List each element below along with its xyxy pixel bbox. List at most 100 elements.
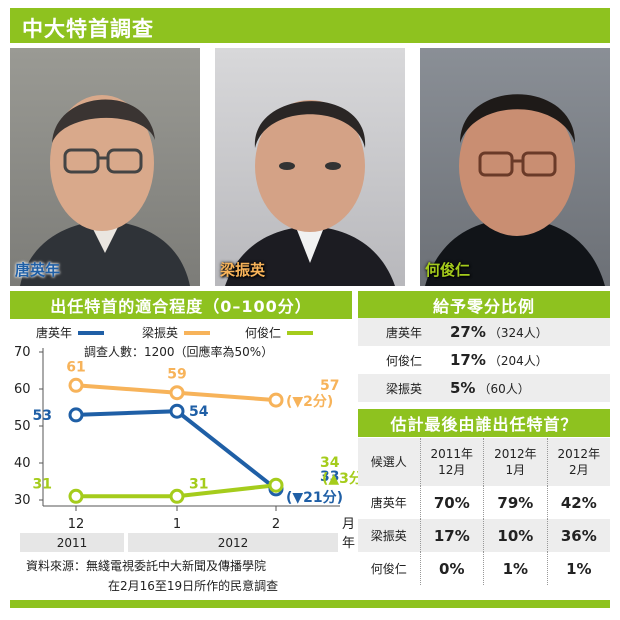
- legend-swatch-ho: [287, 330, 314, 335]
- y-tick-label: 70: [14, 345, 31, 360]
- data-point: [268, 392, 284, 408]
- year-band-2011: [20, 533, 124, 552]
- data-label: 34: [320, 455, 340, 471]
- series-line: [75, 409, 278, 491]
- data-point: [169, 488, 185, 504]
- page-title: 中大特首調查: [22, 17, 154, 41]
- data-point: [268, 477, 284, 493]
- estimate-table: 候選人 2011年 12月 2012年 1月 2012年 2月 唐英年 70% 79%…: [358, 438, 610, 585]
- y-tick-label: 50: [14, 419, 31, 434]
- year-label: 2011: [57, 536, 88, 550]
- data-label: 54: [189, 404, 209, 420]
- zero-row: 唐英年 27% （324人）: [358, 318, 610, 346]
- zero-row-name: 梁振英: [385, 381, 422, 396]
- data-label: 33: [320, 469, 339, 485]
- y-tick-label: 40: [14, 456, 31, 471]
- estimate-cell: 1%: [483, 552, 548, 585]
- zero-score-table: 唐英年 27% （324人） 何俊仁 17% （204人） 梁振英 5% （60…: [358, 318, 610, 402]
- legend-label-tang: 唐英年: [36, 326, 73, 340]
- year-axis-unit: 年: [342, 536, 355, 551]
- x-tick-label: 2: [272, 517, 280, 532]
- photo-ho: 何俊仁: [420, 48, 610, 286]
- source-line-2: 在2月16至19日所作的民意調查: [108, 579, 279, 593]
- estimate-row-name: 唐英年: [358, 486, 421, 519]
- estimate-header-label: 候選人: [358, 438, 421, 486]
- estimate-cell: 70%: [420, 486, 485, 519]
- zero-row-count: （204人）: [488, 353, 548, 368]
- data-point: [68, 377, 84, 393]
- estimate-panel-title: 估計最後由誰出任特首？: [358, 409, 610, 437]
- estimate-cell: 1%: [566, 559, 592, 578]
- estimate-row-name: 梁振英: [358, 519, 421, 552]
- data-label: 53: [33, 408, 52, 424]
- photo-name-tang: 唐英年: [15, 261, 61, 279]
- portrait-leung: [225, 100, 395, 286]
- data-label: 61: [66, 359, 85, 375]
- footer-bar: [10, 600, 610, 608]
- estimate-header-year: 2012年: [494, 447, 537, 461]
- photo-name-ho: 何俊仁: [425, 261, 471, 279]
- data-label: 31: [189, 476, 208, 492]
- x-tick-label: 12: [68, 517, 85, 532]
- portrait-tang: [20, 95, 190, 286]
- zero-row: 何俊仁 17% （204人）: [358, 346, 610, 374]
- source-line-1: 資料來源：無綫電視委託中大新聞及傳播學院: [26, 559, 267, 573]
- change-label: (▲3分): [322, 471, 362, 487]
- data-label: 59: [167, 367, 186, 383]
- survey-note: 調查人數：1200（回應率為50%）: [84, 345, 274, 359]
- legend-label-ho: 何俊仁: [245, 326, 282, 340]
- change-label: (▼21分): [286, 490, 343, 506]
- data-label: 57: [320, 378, 339, 394]
- x-tick-label: 1: [173, 517, 181, 532]
- y-tick-label: 30: [14, 493, 31, 508]
- legend-tang: 唐英年: [36, 324, 105, 341]
- change-label: (▼2分): [286, 394, 333, 410]
- estimate-header-col: 2012年 1月: [483, 438, 548, 486]
- data-point: [68, 488, 84, 504]
- y-tick-label: 60: [14, 382, 31, 397]
- zero-score-panel-title: 給予零分比例: [358, 291, 610, 319]
- estimate-header-month: 1月: [505, 463, 526, 477]
- estimate-cell: 36%: [547, 519, 610, 552]
- year-label: 2012: [218, 536, 249, 550]
- portrait-ho: [425, 94, 605, 286]
- estimate-row: 唐英年 70% 79% 42%: [358, 486, 610, 519]
- legend-ho: 何俊仁: [245, 324, 314, 341]
- estimate-header-col: 2012年 2月: [547, 438, 610, 486]
- estimate-row-name: 何俊仁: [358, 552, 421, 585]
- legend-leung: 梁振英: [142, 324, 211, 341]
- zero-row-count: （60人）: [478, 381, 530, 396]
- estimate-header-month: 12月: [438, 463, 466, 477]
- data-point: [169, 385, 185, 401]
- estimate-cell: 17%: [420, 519, 485, 552]
- estimate-header-month: 2月: [568, 463, 589, 477]
- data-label: 31: [33, 476, 52, 492]
- photo-tang: 唐英年: [10, 48, 200, 286]
- estimate-header-col: 2011年 12月: [420, 438, 485, 486]
- header-bar: 中大特首調查: [10, 8, 610, 43]
- estimate-row: 梁振英 17% 10% 36%: [358, 519, 610, 552]
- legend-label-leung: 梁振英: [142, 326, 179, 340]
- zero-row-pct: 5%: [450, 379, 476, 397]
- suitability-panel-title: 出任特首的適合程度（0–100分）: [10, 291, 352, 319]
- estimate-header-year: 2011年: [430, 447, 474, 461]
- data-point: [68, 407, 84, 423]
- estimate-cell: 10%: [483, 519, 548, 552]
- photo-leung: 梁振英: [215, 48, 405, 286]
- zero-row-count: （324人）: [488, 325, 548, 340]
- zero-row: 梁振英 5% （60人）: [358, 374, 610, 402]
- legend-swatch-leung: [184, 330, 211, 335]
- estimate-cell: 79%: [483, 486, 548, 519]
- estimate-cell: 42%: [560, 493, 597, 512]
- photo-name-leung: 梁振英: [220, 261, 266, 279]
- estimate-header-year: 2012年: [557, 447, 601, 461]
- zero-row-name: 何俊仁: [385, 353, 422, 368]
- legend-swatch-tang: [78, 330, 105, 335]
- zero-row-pct: 17%: [450, 351, 486, 369]
- estimate-header-row: 候選人 2011年 12月 2012年 1月 2012年 2月: [358, 438, 610, 486]
- zero-row-name: 唐英年: [385, 325, 422, 340]
- year-band-2012: [128, 533, 338, 552]
- estimate-row: 何俊仁 0% 1% 1%: [358, 552, 610, 585]
- estimate-cell: 0%: [420, 552, 485, 585]
